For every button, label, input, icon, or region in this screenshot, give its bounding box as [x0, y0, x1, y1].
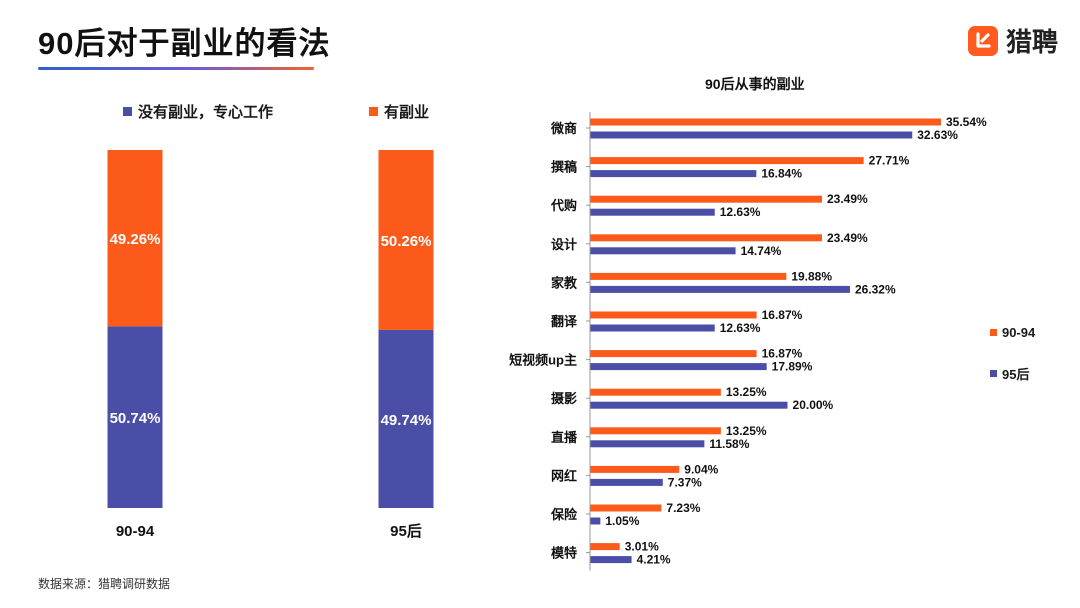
bar: [590, 324, 715, 332]
bar: [590, 195, 822, 203]
bar: [590, 427, 721, 435]
legend-item-has-side-job: 有副业: [369, 101, 429, 122]
data-label: 14.74%: [741, 244, 782, 258]
data-label: 23.49%: [827, 231, 868, 245]
data-label: 7.37%: [668, 475, 702, 489]
data-label: 9.04%: [684, 462, 718, 476]
data-label: 20.00%: [793, 398, 834, 412]
bar: [590, 465, 680, 473]
legend-swatch: [990, 370, 997, 377]
data-label: 16.84%: [761, 167, 802, 181]
category-label: 摄影: [551, 391, 577, 406]
legend-item-95: 95后: [990, 364, 1029, 383]
legend-label: 90-94: [1002, 325, 1036, 340]
data-label: 32.63%: [917, 128, 958, 142]
liepin-logo-icon: [967, 25, 998, 56]
category-label: 微商: [550, 121, 577, 136]
bar: [590, 234, 822, 242]
legend-swatch: [123, 107, 132, 116]
legend-item-90-94: 90-94: [990, 325, 1035, 340]
legend-item-no-side-job: 没有副业，专心工作: [123, 101, 273, 122]
data-label: 11.58%: [709, 437, 749, 451]
data-label: 12.63%: [720, 321, 761, 335]
category-label: 90-94: [116, 523, 155, 540]
legend-label: 95后: [1002, 367, 1030, 382]
bar: [590, 208, 715, 216]
bar-segment: [107, 150, 163, 327]
category-label: 代购: [550, 198, 577, 213]
legend-label: 有副业: [384, 104, 430, 121]
data-label: 27.71%: [869, 154, 910, 168]
legend-swatch: [369, 107, 378, 116]
bar: [590, 311, 757, 319]
data-label: 1.05%: [605, 514, 639, 528]
legend-label: 没有副业，专心工作: [138, 104, 274, 121]
bar: [590, 285, 850, 293]
category-label: 翻译: [551, 314, 578, 329]
data-label: 17.89%: [772, 360, 813, 374]
data-label: 4.21%: [637, 553, 671, 567]
bar-segment: [378, 150, 434, 330]
data-label: 23.49%: [827, 192, 868, 206]
bar: [590, 517, 601, 525]
data-source: 数据来源：猎聘调研数据: [38, 577, 171, 591]
data-label: 19.88%: [791, 269, 832, 283]
bar: [590, 388, 721, 396]
bar-segment: [378, 329, 434, 508]
data-label: 50.74%: [110, 410, 161, 427]
category-label: 直播: [551, 430, 578, 445]
data-label: 49.74%: [381, 412, 432, 429]
stacked-bar-chart: 50.74% 49.26% 90-94 49.74% 50.26% 95后: [107, 150, 434, 540]
bar: [590, 504, 662, 512]
title-underline: [38, 67, 314, 70]
logo-text: 猎聘: [1005, 27, 1058, 57]
bar: [590, 478, 663, 486]
chart-title: 90后从事的副业: [705, 76, 805, 92]
data-label: 26.32%: [855, 282, 896, 296]
data-label: 16.87%: [762, 308, 803, 322]
bar: [590, 118, 941, 126]
category-label: 短视频up主: [509, 353, 577, 368]
data-label: 12.63%: [720, 205, 761, 219]
bar: [590, 247, 736, 255]
category-label: 网红: [551, 468, 577, 483]
category-label: 保险: [550, 507, 578, 522]
legend-swatch: [990, 329, 997, 336]
data-label: 3.01%: [625, 540, 659, 554]
category-label: 设计: [551, 237, 577, 252]
bar: [590, 131, 913, 139]
data-label: 16.87%: [762, 347, 803, 361]
data-label: 35.54%: [946, 115, 987, 129]
bar: [590, 350, 757, 358]
bar: [590, 363, 767, 371]
bar: [590, 170, 757, 178]
bar: [590, 556, 632, 564]
category-label: 家教: [551, 275, 578, 290]
data-label: 7.23%: [666, 501, 700, 515]
category-label: 模特: [551, 546, 577, 561]
data-label: 50.26%: [381, 233, 432, 250]
brand-logo: 猎聘: [967, 22, 1058, 59]
category-label: 撰稿: [551, 160, 577, 175]
bar-segment: [107, 326, 163, 508]
bar: [590, 157, 864, 165]
category-label: 95后: [390, 523, 422, 540]
bar: [590, 401, 788, 409]
bar: [590, 272, 787, 280]
bar: [590, 543, 620, 551]
page-title: 90后对于副业的看法: [38, 26, 331, 61]
data-label: 49.26%: [110, 231, 161, 248]
data-label: 13.25%: [726, 424, 767, 438]
data-label: 13.25%: [726, 385, 767, 399]
bar: [590, 440, 705, 448]
